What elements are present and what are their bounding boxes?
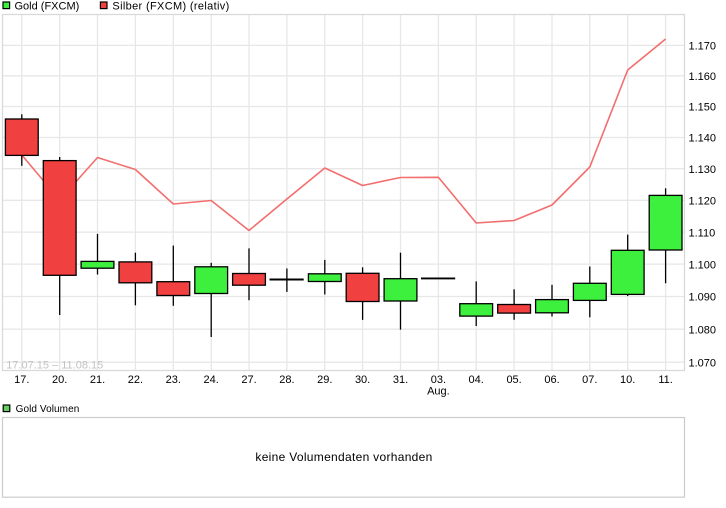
svg-text:22.: 22. xyxy=(128,374,143,386)
svg-text:30.: 30. xyxy=(355,374,370,386)
svg-text:1.140: 1.140 xyxy=(689,133,717,145)
svg-text:31.: 31. xyxy=(393,374,408,386)
svg-text:10.: 10. xyxy=(620,374,635,386)
svg-text:1.160: 1.160 xyxy=(689,71,717,83)
svg-text:21.: 21. xyxy=(90,374,105,386)
svg-text:1.150: 1.150 xyxy=(689,102,717,114)
svg-text:1.100: 1.100 xyxy=(689,259,717,271)
svg-text:Gold (FXCM): Gold (FXCM) xyxy=(15,1,80,13)
svg-text:20.: 20. xyxy=(52,374,67,386)
svg-text:27.: 27. xyxy=(241,374,256,386)
svg-text:24.: 24. xyxy=(204,374,219,386)
svg-text:1.110: 1.110 xyxy=(689,227,716,239)
svg-text:07.: 07. xyxy=(582,374,597,386)
svg-text:03.: 03. xyxy=(431,374,446,386)
svg-text:Silber (FXCM) (relativ): Silber (FXCM) (relativ) xyxy=(112,1,229,13)
svg-text:1.070: 1.070 xyxy=(689,357,717,369)
svg-text:23.: 23. xyxy=(166,374,181,386)
svg-text:29.: 29. xyxy=(317,374,332,386)
svg-text:17.: 17. xyxy=(14,374,29,386)
svg-text:1.120: 1.120 xyxy=(689,196,717,208)
svg-text:keine Volumendaten vorhanden: keine Volumendaten vorhanden xyxy=(255,450,432,464)
svg-text:Gold Volumen: Gold Volumen xyxy=(16,404,80,415)
svg-text:1.090: 1.090 xyxy=(689,292,717,304)
svg-text:11.: 11. xyxy=(658,374,672,386)
svg-text:04.: 04. xyxy=(469,374,484,386)
svg-text:1.080: 1.080 xyxy=(689,324,717,336)
svg-text:05.: 05. xyxy=(506,374,521,386)
svg-text:17.07.15 – 11.08.15: 17.07.15 – 11.08.15 xyxy=(6,359,103,371)
svg-text:1.130: 1.130 xyxy=(689,164,717,176)
svg-text:28.: 28. xyxy=(279,374,294,386)
svg-text:Aug.: Aug. xyxy=(427,385,450,397)
svg-text:06.: 06. xyxy=(544,374,559,386)
svg-text:1.170: 1.170 xyxy=(689,41,717,53)
